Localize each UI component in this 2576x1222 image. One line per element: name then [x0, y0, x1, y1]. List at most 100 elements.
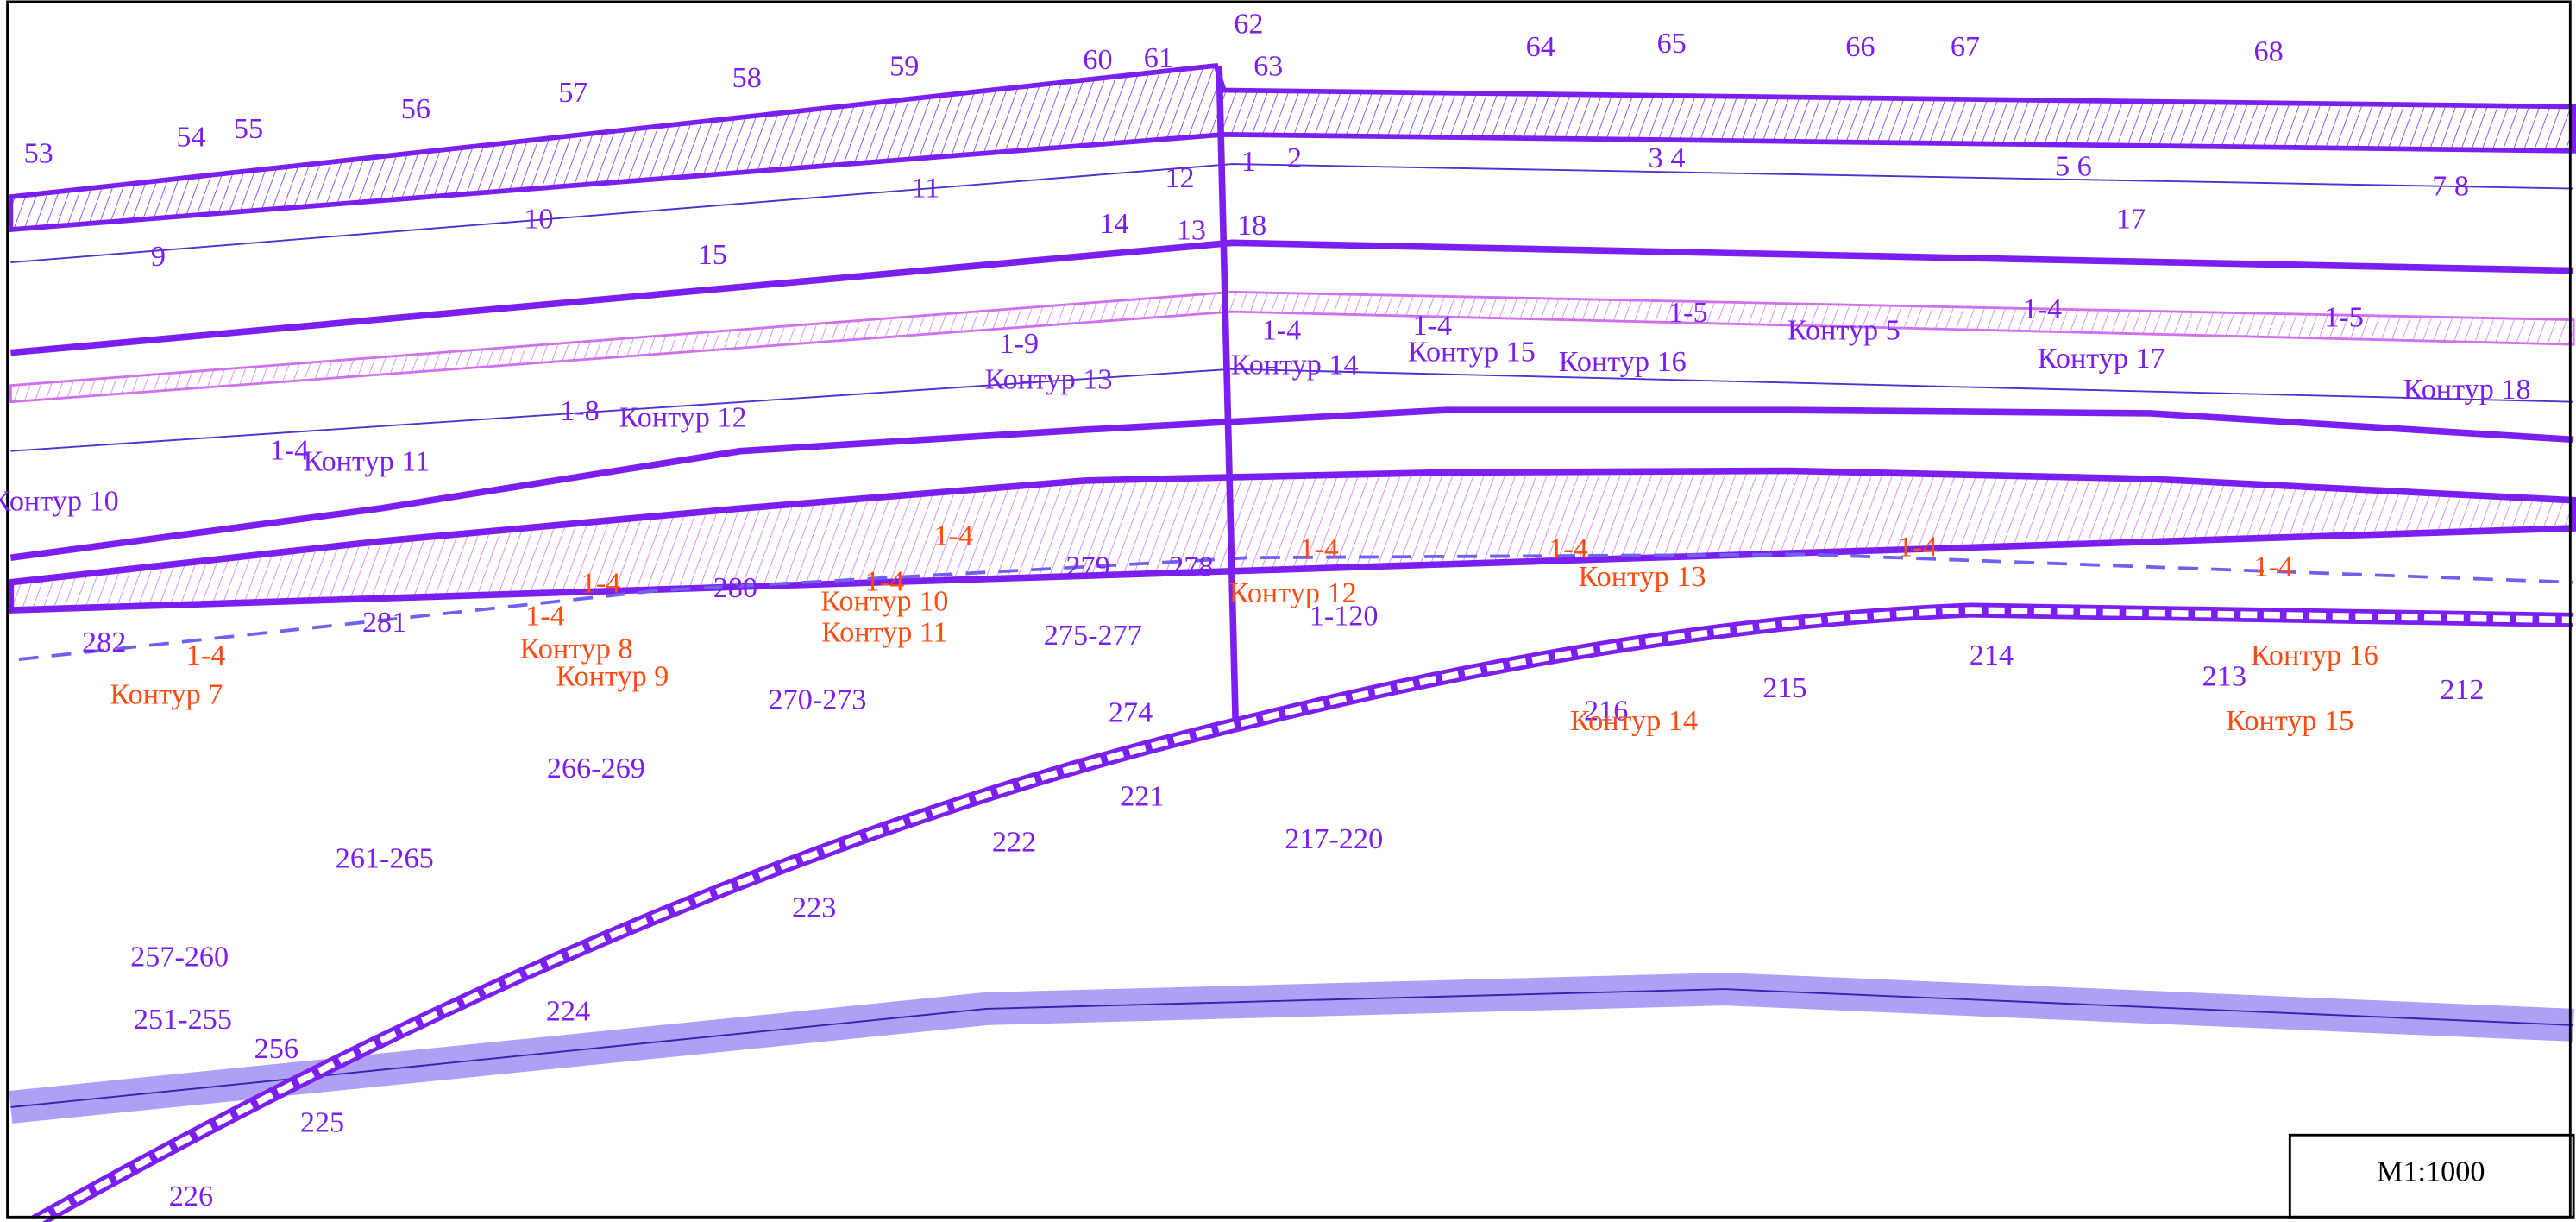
purple-callout: Контур 14: [1231, 350, 1359, 381]
orange-callout: Контур 9: [556, 661, 669, 693]
orange-callout: Контур 7: [110, 679, 223, 711]
point-label: 257-260: [130, 942, 229, 973]
thin-line-2: [10, 368, 2574, 452]
point-label: 10: [524, 203, 553, 235]
road-axis: [10, 988, 2574, 1108]
point-label: 67: [1951, 31, 1980, 63]
orange-callout: Контур 16: [2251, 639, 2378, 671]
point-label: 275-277: [1044, 620, 1142, 652]
orange-callout: Контур 10: [820, 585, 948, 617]
point-label: 251-255: [134, 1004, 232, 1036]
point-label: 256: [254, 1033, 298, 1065]
purple-callout: 1-4: [270, 434, 310, 466]
point-label: 53: [24, 137, 53, 169]
point-label: 15: [698, 239, 727, 271]
orange-callout: Контур 14: [1570, 705, 1698, 737]
point-label: 1: [1241, 146, 1256, 178]
point-label: 3 4: [1649, 142, 1686, 174]
purple-callout: Контур 13: [985, 364, 1113, 396]
purple-callout: 1-5: [1668, 297, 1708, 329]
curve-inner: [34, 607, 2574, 1222]
point-label: 68: [2254, 36, 2284, 68]
point-label: 282: [82, 627, 126, 658]
orange-callout: 1-4: [186, 639, 226, 671]
frame: [6, 0, 2572, 1219]
point-label: 11: [911, 172, 939, 204]
purple-callout: 1-9: [999, 328, 1039, 360]
point-label: 261-265: [336, 843, 434, 875]
contour-line: [9, 406, 2574, 561]
orange-callout: 1-4: [1549, 532, 1588, 564]
orange-callout: 1-4: [1898, 532, 1938, 564]
point-label: 65: [1657, 28, 1687, 60]
point-label: 266-269: [547, 753, 645, 784]
point-label: 278: [1169, 551, 1213, 583]
thick-line: [10, 239, 2574, 356]
point-label: 66: [1845, 31, 1875, 63]
point-label: 60: [1083, 44, 1112, 76]
dashed-line: [18, 552, 2574, 661]
orange-callout: Контур 13: [1579, 561, 1706, 593]
purple-callout: Контур 16: [1559, 346, 1687, 378]
point-label: 57: [558, 77, 587, 109]
orange-callout: Контур 11: [821, 616, 948, 648]
purple-callout: 1-4: [2023, 293, 2063, 325]
point-label: 63: [1253, 51, 1283, 83]
point-label: 17: [2116, 203, 2146, 235]
pink-band: [9, 290, 2575, 404]
point-label: 54: [176, 121, 205, 153]
point-label: 213: [2202, 661, 2246, 693]
purple-callout: Контур 10: [0, 485, 119, 517]
orange-callout: 1-4: [525, 600, 565, 632]
point-label: 2: [1287, 142, 1302, 174]
purple-callout: 1-8: [560, 395, 600, 427]
lines: [6, 0, 2576, 1222]
point-label: 62: [1234, 8, 1263, 40]
point-label: 222: [992, 827, 1036, 859]
thin-line: [10, 163, 2574, 264]
purple-callout: Контур 12: [619, 401, 747, 433]
point-label: 14: [1099, 208, 1128, 240]
scale-box: [2288, 1133, 2575, 1219]
point-label: 7 8: [2432, 170, 2469, 202]
point-label: 55: [234, 113, 263, 145]
point-label: 9: [151, 241, 166, 273]
point-label: 56: [401, 93, 430, 125]
point-label: 274: [1109, 697, 1153, 729]
purple-callout: Контур 11: [303, 446, 430, 478]
orange-callout: 1-4: [865, 565, 905, 597]
point-label: 216: [1584, 696, 1628, 728]
point-label: 223: [792, 892, 836, 924]
point-label: 58: [732, 62, 762, 94]
orange-callout: 1-4: [1299, 532, 1339, 564]
orange-callout: Контур 12: [1229, 577, 1357, 609]
point-label: 226: [169, 1181, 213, 1213]
point-label: 225: [300, 1107, 344, 1139]
purple-callout: 1-4: [1412, 310, 1452, 342]
orange-callout: Контур 8: [520, 633, 633, 665]
purple-callout: Контур 18: [2403, 374, 2531, 406]
point-label: 279: [1065, 551, 1109, 583]
point-label: 280: [713, 572, 757, 604]
orange-callout: 1-4: [581, 567, 621, 599]
point-label: 12: [1165, 162, 1194, 194]
point-label: 5 6: [2055, 151, 2092, 183]
purple-callout: 1-5: [2324, 301, 2364, 333]
point-label: 61: [1144, 42, 1173, 74]
contour-band: [7, 467, 2576, 614]
point-label: 214: [1970, 639, 2014, 671]
point-label: 18: [1237, 210, 1266, 242]
vertical-line: [1216, 65, 1239, 722]
orange-callout: 1-4: [933, 520, 973, 551]
purple-callout: Контур 17: [2038, 343, 2165, 375]
point-label: 1-120: [1310, 600, 1379, 632]
orange-callout: 1-4: [2254, 551, 2294, 583]
point-label: 270-273: [769, 683, 867, 715]
point-label: 217-220: [1285, 823, 1383, 855]
purple-callout: Контур 15: [1408, 336, 1536, 368]
point-label: 13: [1177, 215, 1206, 247]
purple-callout: 1-4: [1262, 315, 1302, 347]
point-label: 221: [1120, 780, 1164, 812]
purple-callout: Контур 5: [1787, 315, 1901, 347]
